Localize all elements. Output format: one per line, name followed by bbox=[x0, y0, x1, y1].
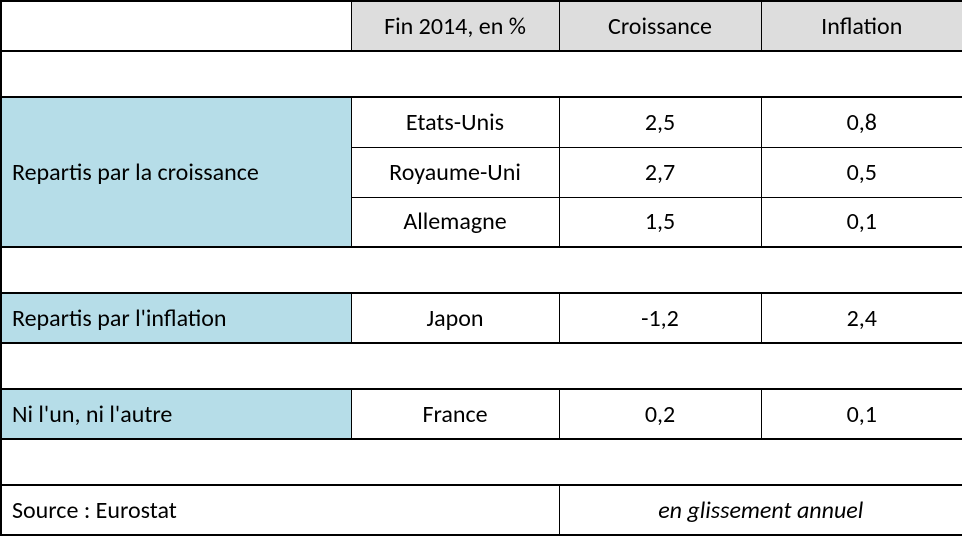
header-growth: Croissance bbox=[559, 1, 761, 51]
source-cell: Source : Eurostat bbox=[1, 485, 559, 535]
inflation-cell: 0,1 bbox=[761, 389, 962, 439]
growth-cell: 1,5 bbox=[559, 197, 761, 247]
spacer bbox=[1, 439, 962, 485]
note-cell: en glissement annuel bbox=[559, 485, 962, 535]
category-label: Repartis par la croissance bbox=[1, 97, 351, 247]
header-blank bbox=[1, 1, 351, 51]
growth-cell: 2,5 bbox=[559, 97, 761, 147]
table-row: Ni l'un, ni l'autre France 0,2 0,1 bbox=[1, 389, 962, 439]
inflation-cell: 0,8 bbox=[761, 97, 962, 147]
country-cell: France bbox=[351, 389, 559, 439]
growth-cell: 0,2 bbox=[559, 389, 761, 439]
country-cell: Royaume-Uni bbox=[351, 147, 559, 197]
inflation-cell: 0,5 bbox=[761, 147, 962, 197]
spacer bbox=[1, 51, 962, 97]
country-cell: Japon bbox=[351, 293, 559, 343]
spacer-row bbox=[1, 247, 962, 293]
growth-cell: -1,2 bbox=[559, 293, 761, 343]
country-cell: Etats-Unis bbox=[351, 97, 559, 147]
spacer bbox=[1, 247, 962, 293]
category-label: Ni l'un, ni l'autre bbox=[1, 389, 351, 439]
table-row: Repartis par l'inflation Japon -1,2 2,4 bbox=[1, 293, 962, 343]
category-label: Repartis par l'inflation bbox=[1, 293, 351, 343]
economics-table: Fin 2014, en % Croissance Inflation Repa… bbox=[0, 0, 962, 536]
inflation-cell: 2,4 bbox=[761, 293, 962, 343]
footer-row: Source : Eurostat en glissement annuel bbox=[1, 485, 962, 535]
header-row: Fin 2014, en % Croissance Inflation bbox=[1, 1, 962, 51]
spacer-row bbox=[1, 51, 962, 97]
header-inflation: Inflation bbox=[761, 1, 962, 51]
inflation-cell: 0,1 bbox=[761, 197, 962, 247]
spacer bbox=[1, 343, 962, 389]
country-cell: Allemagne bbox=[351, 197, 559, 247]
spacer-row bbox=[1, 343, 962, 389]
table-row: Repartis par la croissance Etats-Unis 2,… bbox=[1, 97, 962, 147]
header-period: Fin 2014, en % bbox=[351, 1, 559, 51]
spacer-row bbox=[1, 439, 962, 485]
growth-cell: 2,7 bbox=[559, 147, 761, 197]
